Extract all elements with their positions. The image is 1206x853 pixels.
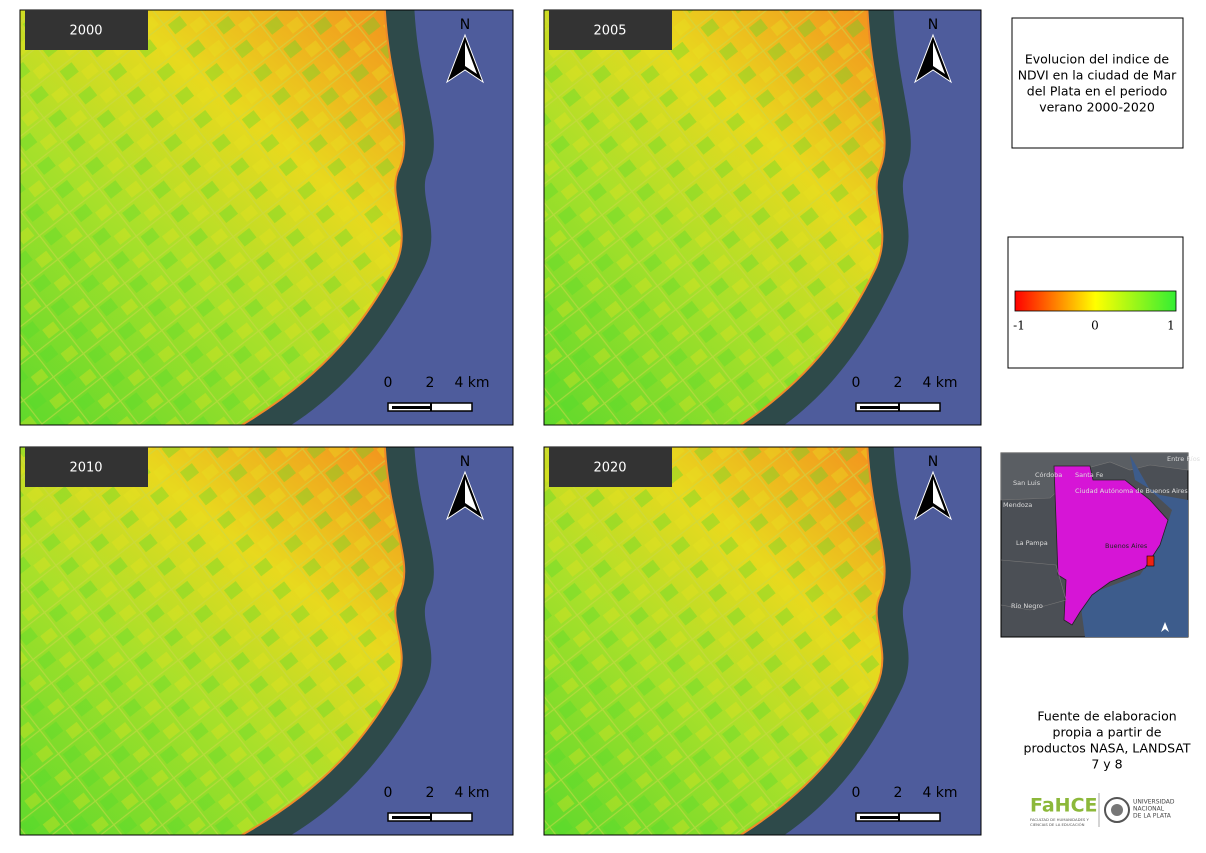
scale-label: 2 bbox=[426, 375, 435, 391]
inset-label: Río Negro bbox=[1011, 602, 1043, 610]
title-line: Evolucion del indice de bbox=[1025, 52, 1170, 67]
logo-name: FaHCE bbox=[1030, 795, 1098, 817]
inset-map bbox=[1000, 452, 1189, 638]
source-line: productos NASA, LANDSAT bbox=[1024, 741, 1191, 756]
scale-seg bbox=[860, 406, 898, 409]
inset-label: Mendoza bbox=[1003, 501, 1032, 509]
north-label: N bbox=[928, 454, 938, 470]
year-box bbox=[25, 10, 148, 50]
scale-label: 4 km bbox=[454, 785, 489, 801]
panel-frame bbox=[19, 446, 514, 836]
year-box bbox=[549, 10, 672, 50]
panel-frame bbox=[543, 446, 982, 836]
scale-label: 4 km bbox=[454, 375, 489, 391]
year-box bbox=[25, 447, 148, 487]
year-label: 2000 bbox=[69, 24, 102, 39]
inset-label: San Luis bbox=[1013, 479, 1041, 487]
scale-label: 4 km bbox=[922, 785, 957, 801]
inset-label: Ciudad Autónoma de Buenos Aires bbox=[1075, 487, 1188, 495]
panel-frame bbox=[543, 9, 982, 426]
logo-seal-inner bbox=[1111, 804, 1123, 816]
scale-label: 0 bbox=[852, 785, 861, 801]
logo-university: UNIVERSIDAD bbox=[1133, 799, 1175, 806]
ocean bbox=[784, 10, 981, 425]
north-arrow-half bbox=[465, 42, 477, 74]
scale-seg bbox=[430, 813, 432, 821]
inset-label: Santa Fe bbox=[1075, 471, 1103, 479]
scale-label: 2 bbox=[894, 785, 903, 801]
map-panel bbox=[20, 10, 513, 425]
logo-faculty: FACULTAD DE HUMANIDADES Y bbox=[1030, 817, 1090, 822]
scale-label: 0 bbox=[852, 375, 861, 391]
beach bbox=[740, 10, 886, 425]
north-label: N bbox=[460, 454, 470, 470]
source-line: Fuente de elaboracion bbox=[1037, 709, 1176, 724]
logo-university: NACIONAL bbox=[1133, 806, 1165, 813]
north-label: N bbox=[460, 17, 470, 33]
north-label: N bbox=[928, 17, 938, 33]
title-box bbox=[1011, 17, 1184, 149]
title-line: del Plata en el periodo bbox=[1027, 84, 1167, 99]
scale-label: 2 bbox=[894, 375, 903, 391]
logo-university: DE LA PLATA bbox=[1133, 813, 1172, 820]
ocean bbox=[291, 10, 513, 425]
beach bbox=[241, 447, 406, 835]
inset-label: Entre Ríos bbox=[1167, 455, 1201, 463]
color-ramp bbox=[1014, 290, 1177, 312]
title-line: verano 2000-2020 bbox=[1039, 100, 1155, 115]
scale-seg bbox=[898, 403, 900, 411]
year-label: 2020 bbox=[593, 461, 626, 476]
source-line: 7 y 8 bbox=[1091, 757, 1122, 772]
map-panel bbox=[544, 447, 981, 835]
year-label: 2005 bbox=[593, 24, 626, 39]
scale-seg bbox=[860, 816, 898, 819]
source-line: propia a partir de bbox=[1053, 725, 1162, 740]
north-arrow-half bbox=[465, 479, 477, 511]
legend-tick: 1 bbox=[1167, 319, 1175, 333]
panel-frame bbox=[19, 9, 514, 426]
year-label: 2010 bbox=[69, 461, 102, 476]
scale-label: 4 km bbox=[922, 375, 957, 391]
beach bbox=[241, 10, 406, 425]
legend-tick: -1 bbox=[1013, 319, 1025, 333]
scale-seg bbox=[430, 403, 432, 411]
inset-label: La Pampa bbox=[1016, 539, 1048, 547]
scale-label: 0 bbox=[384, 785, 393, 801]
logo-faculty: CIENCIAS DE LA EDUCACIÓN bbox=[1030, 822, 1085, 827]
map-panel bbox=[544, 10, 981, 425]
map-panel bbox=[20, 447, 513, 835]
scale-label: 2 bbox=[426, 785, 435, 801]
title-line: NDVI en la ciudad de Mar bbox=[1018, 68, 1177, 83]
year-box bbox=[549, 447, 672, 487]
north-arrow-half bbox=[933, 42, 945, 74]
scale-seg bbox=[392, 406, 430, 409]
beach bbox=[740, 447, 886, 835]
inset-label: Buenos Aires bbox=[1105, 542, 1148, 550]
ocean bbox=[784, 447, 981, 835]
ocean bbox=[291, 447, 513, 835]
scale-label: 0 bbox=[384, 375, 393, 391]
scale-seg bbox=[898, 813, 900, 821]
north-arrow-half bbox=[933, 479, 945, 511]
scale-seg bbox=[392, 816, 430, 819]
legend-tick: 0 bbox=[1091, 319, 1099, 333]
inset-label: Córdoba bbox=[1035, 471, 1062, 479]
